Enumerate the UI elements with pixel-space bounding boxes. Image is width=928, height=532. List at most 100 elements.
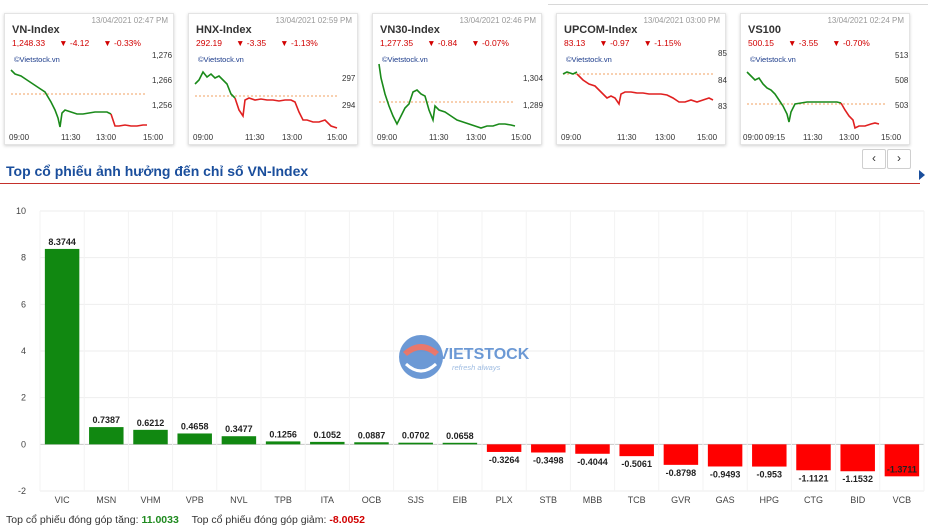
bar-vic[interactable]: [44, 248, 80, 445]
sparkline-upcom-index: [562, 71, 714, 107]
x-tick-label: STB: [540, 495, 558, 505]
sparkline-vn-index: [10, 69, 147, 128]
bar-tpb[interactable]: [265, 441, 301, 445]
bar-vcb[interactable]: [884, 444, 920, 477]
vietstock-watermark: VIETSTOCK refresh always: [399, 335, 530, 379]
impact-bar-chart: 8.3744 0.7387 0.6212 0.4658 0.3477 0.1256 0.10…: [16, 206, 925, 505]
card-value: 83.13: [564, 38, 586, 48]
card-ytick: 1,304: [523, 74, 544, 83]
chart-x-ticks: VIC MSN VHM VPB NVL TPB ITA OCB SJS EIB PLX STB MBB T…: [55, 495, 912, 505]
chart-bars: [44, 248, 920, 477]
card-name: VN-Index: [12, 24, 60, 36]
footer-up-value: 11.0033: [141, 514, 179, 526]
card-xtick: 09:00: [377, 133, 398, 142]
bar-msn[interactable]: [89, 427, 124, 445]
index-card-vn-index[interactable]: 13/04/2021 02:47 PM VN-Index 1,248.33 ▼ -…: [4, 13, 174, 145]
prev-button[interactable]: ‹: [862, 149, 886, 169]
card-pct: -0.07%: [482, 38, 509, 48]
card-change: -0.84: [437, 38, 458, 48]
card-xtick: 13:00: [96, 133, 117, 142]
bar-value-label: -0.8798: [666, 468, 697, 478]
card-value: 1,277.35: [380, 38, 414, 48]
card-xtick: 11:30: [61, 133, 81, 142]
card-xtick: 11:30: [429, 133, 449, 142]
card-name: VS100: [748, 24, 782, 36]
bar-value-label: 0.3477: [225, 424, 253, 434]
card-brand: ©Vietstock.vn: [14, 55, 60, 64]
y-tick-label: 2: [21, 393, 26, 403]
y-tick-label: -2: [18, 486, 26, 496]
card-value: 500.15: [748, 38, 774, 48]
bar-hpg[interactable]: [752, 444, 787, 467]
card-date: 13/04/2021 02:46 PM: [459, 16, 536, 25]
bar-gvr[interactable]: [663, 444, 699, 465]
watermark-tagline: refresh always: [452, 363, 501, 372]
bar-value-label: 0.0658: [446, 431, 474, 441]
card-pct: -1.13%: [290, 38, 318, 48]
chart-grid: [39, 210, 925, 492]
x-tick-label: VPB: [186, 495, 204, 505]
bar-gas[interactable]: [707, 444, 743, 467]
bar-value-label: 0.1256: [269, 429, 297, 439]
card-ytick: 297: [342, 74, 356, 83]
card-date: 13/04/2021 03:00 PM: [643, 16, 720, 25]
card-xtick: 13:00: [282, 133, 303, 142]
bar-ocb[interactable]: [354, 442, 389, 445]
bar-value-label: 0.4658: [181, 421, 209, 431]
card-xtick: 09:00: [743, 133, 764, 142]
y-tick-label: 6: [21, 299, 26, 309]
index-cards: 13/04/2021 02:47 PM VN-Index 1,248.33 ▼ -…: [0, 13, 928, 145]
bar-value-label: 0.0887: [358, 430, 386, 440]
x-tick-label: ITA: [321, 495, 334, 505]
card-xtick: 15:00: [143, 133, 164, 142]
card-ytick: 513: [895, 51, 909, 60]
x-tick-label: MSN: [96, 495, 116, 505]
bar-plx[interactable]: [486, 444, 522, 452]
footer-down-label: Top cổ phiếu đóng góp giảm:: [191, 514, 327, 526]
x-tick-label: TPB: [274, 495, 292, 505]
card-change: -3.35: [246, 38, 267, 48]
bar-ctg[interactable]: [796, 444, 831, 471]
x-tick-label: PLX: [496, 495, 513, 505]
bar-tcb[interactable]: [619, 444, 654, 457]
index-card-hnx-index[interactable]: 13/04/2021 02:59 PM HNX-Index 292.19 ▼ -3…: [188, 13, 358, 145]
card-xtick: 11:30: [617, 133, 637, 142]
footer-up-label: Top cổ phiếu đóng góp tăng:: [6, 514, 139, 526]
bar-value-label: 0.6212: [137, 418, 165, 428]
section-divider: [0, 183, 920, 184]
bar-value-label: -0.953: [757, 470, 783, 480]
bar-ita[interactable]: [310, 441, 345, 445]
card-value: 1,248.33: [12, 38, 46, 48]
card-values: 83.13 ▼ -0.97 ▼ -1.15%: [564, 38, 682, 48]
index-card-upcom-index[interactable]: 13/04/2021 03:00 PM UPCOM-Index 83.13 ▼ -…: [556, 13, 727, 145]
card-brand: ©Vietstock.vn: [382, 55, 428, 64]
card-ytick: 1,276: [152, 51, 173, 60]
bar-value-label: -0.5061: [621, 459, 652, 469]
chart-footer: Top cổ phiếu đóng góp tăng: 11.0033 Top …: [6, 514, 365, 526]
index-card-vn30-index[interactable]: 13/04/2021 02:46 PM VN30-Index 1,277.35 ▼…: [372, 13, 544, 145]
x-tick-label: EIB: [453, 495, 468, 505]
bar-bid[interactable]: [840, 444, 875, 472]
bar-value-label: 0.1052: [314, 430, 342, 440]
x-tick-label: NVL: [230, 495, 248, 505]
x-tick-label: GAS: [716, 495, 735, 505]
bar-nvl[interactable]: [221, 436, 257, 445]
bar-eib[interactable]: [442, 442, 478, 445]
bar-stb[interactable]: [531, 444, 566, 453]
bar-vpb[interactable]: [177, 433, 212, 445]
next-button[interactable]: ›: [887, 149, 911, 169]
card-values: 500.15 ▼ -3.55 ▼ -0.70%: [748, 38, 870, 48]
card-date: 13/04/2021 02:47 PM: [91, 16, 168, 25]
bar-value-label: -0.3264: [489, 455, 520, 465]
bar-mbb[interactable]: [575, 444, 610, 454]
index-card-vs100[interactable]: 13/04/2021 02:24 PM VS100 500.15 ▼ -3.55 ▼…: [740, 13, 910, 145]
y-tick-label: 8: [21, 253, 26, 263]
x-tick-label: MBB: [583, 495, 603, 505]
card-values: 1,277.35 ▼ -0.84 ▼ -0.07%: [380, 38, 509, 48]
section-arrow-icon[interactable]: [919, 170, 925, 180]
bar-value-label: -1.1532: [842, 474, 873, 484]
bar-vhm[interactable]: [133, 429, 168, 445]
footer-down-value: -8.0052: [329, 514, 365, 526]
bar-sjs[interactable]: [398, 442, 433, 445]
x-tick-label: VCB: [893, 495, 912, 505]
